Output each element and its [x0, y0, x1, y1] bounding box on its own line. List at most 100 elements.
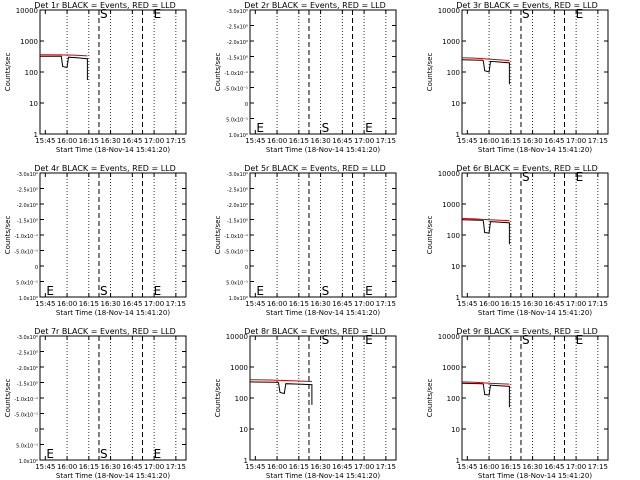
y-tick-label: -3.0x10⁰: [227, 172, 248, 178]
y-tick-label: 10000: [438, 170, 460, 178]
y-tick-label: 0: [245, 265, 248, 271]
marker-s: S: [322, 121, 330, 135]
x-tick-label: 16:45: [544, 463, 564, 471]
x-tick-label: 16:00: [57, 137, 77, 145]
y-tick-label: -1.5x10⁰: [17, 219, 38, 225]
x-tick-label: 17:15: [166, 137, 186, 145]
x-tick-label: 16:15: [289, 463, 309, 471]
x-tick-label: 16:30: [100, 300, 120, 308]
x-tick-label: 17:15: [588, 300, 608, 308]
chart-panel-6: Det 6r BLACK = Events, RED = LLD 1 10 100 10…: [426, 164, 609, 317]
x-tick-label: 16:15: [289, 300, 309, 308]
x-tick-label: 16:45: [122, 137, 142, 145]
series-lld: [461, 218, 510, 222]
plot-frame: [39, 9, 187, 135]
y-tick-label: 1: [34, 131, 38, 139]
y-axis-label: Counts/sec: [214, 53, 222, 92]
series-lld: [249, 379, 312, 382]
x-axis-label: Start Time (18-Nov-14 15:41:20): [56, 309, 170, 317]
y-tick-label: 0: [35, 265, 38, 271]
x-axis-label: Start Time (18-Nov-14 15:41:20): [266, 146, 380, 154]
y-tick-label: -1.5x10⁰: [17, 382, 38, 388]
x-tick-label: 17:00: [354, 300, 374, 308]
y-tick-label: 10: [29, 100, 38, 108]
chart-title: Det 3r BLACK = Events, RED = LLD: [456, 1, 598, 10]
y-tick-label: 0: [245, 102, 248, 108]
marker-e: E: [365, 333, 373, 347]
x-tick-label: 17:00: [566, 300, 586, 308]
marker-s: S: [100, 7, 108, 21]
marker-e: E: [46, 284, 54, 298]
x-tick-label: 16:00: [267, 463, 287, 471]
y-tick-label: 5.0x10⁻¹: [226, 281, 248, 287]
y-tick-label: -1.0x10⁻¹: [224, 71, 248, 77]
x-tick-label: 15:45: [35, 137, 55, 145]
y-tick-label: 0: [35, 428, 38, 434]
series-events: [461, 59, 510, 85]
y-tick-label: 5.0x10⁻¹: [16, 444, 38, 450]
y-tick-label: -2.5x10⁰: [17, 188, 38, 194]
x-tick-label: 15:45: [245, 463, 265, 471]
y-tick-label: 10000: [438, 7, 460, 15]
y-tick-label: -1.0x10⁻¹: [224, 234, 248, 240]
y-axis-label: Counts/sec: [426, 216, 434, 255]
x-tick-label: 15:45: [35, 300, 55, 308]
x-tick-label: 16:30: [522, 300, 542, 308]
x-tick-label: 16:15: [79, 300, 99, 308]
marker-s: S: [100, 284, 108, 298]
y-tick-label: 1000: [442, 38, 460, 46]
y-tick-label: -5.0x10⁻¹: [14, 413, 38, 419]
x-tick-label: 17:00: [354, 463, 374, 471]
x-axis-label: Start Time (18-Nov-14 15:41:20): [478, 146, 592, 154]
x-tick-label: 17:15: [588, 463, 608, 471]
marker-s: S: [522, 7, 530, 21]
y-tick-label: 1.0x10⁰: [229, 133, 248, 139]
x-tick-label: 16:30: [522, 463, 542, 471]
series-events: [461, 219, 510, 245]
x-tick-label: 16:00: [57, 463, 77, 471]
y-tick-label: 100: [25, 69, 38, 77]
plot-frame: [461, 9, 609, 135]
x-tick-label: 16:15: [79, 137, 99, 145]
x-tick-label: 16:15: [501, 300, 521, 308]
y-tick-label: -5.0x10⁻¹: [224, 87, 248, 93]
chart-panel-9: Det 9r BLACK = Events, RED = LLD 1 10 100 10…: [426, 327, 609, 480]
x-tick-label: 16:45: [122, 300, 142, 308]
chart-panel-2: Det 2r BLACK = Events, RED = LLD 1.0x10⁰ 5…: [214, 1, 397, 154]
x-tick-label: 17:00: [144, 300, 164, 308]
chart-panel-7: Det 7r BLACK = Events, RED = LLD 1.0x10⁰ 5…: [4, 327, 187, 480]
y-tick-label: -1.5x10⁰: [227, 219, 248, 225]
x-tick-label: 16:45: [544, 300, 564, 308]
series-lld: [461, 57, 510, 61]
y-tick-label: 1.0x10⁰: [229, 296, 248, 302]
series-lld: [461, 381, 510, 385]
y-tick-label: -5.0x10⁻¹: [14, 250, 38, 256]
chart-title: Det 2r BLACK = Events, RED = LLD: [244, 1, 386, 10]
x-tick-label: 17:00: [144, 463, 164, 471]
x-tick-label: 16:15: [501, 463, 521, 471]
y-tick-label: 1: [456, 131, 460, 139]
y-tick-label: 1.0x10⁰: [19, 459, 38, 465]
x-tick-label: 17:15: [376, 463, 396, 471]
y-tick-label: -1.0x10⁻¹: [14, 397, 38, 403]
x-axis-label: Start Time (18-Nov-14 15:41:20): [56, 146, 170, 154]
y-tick-label: 10: [451, 263, 460, 271]
y-tick-label: 10: [239, 426, 248, 434]
marker-e: E: [576, 7, 584, 21]
y-tick-label: 1: [244, 457, 248, 465]
chart-title: Det 9r BLACK = Events, RED = LLD: [456, 327, 598, 336]
chart-panel-5: Det 5r BLACK = Events, RED = LLD 1.0x10⁰ 5…: [214, 164, 397, 317]
x-tick-label: 15:45: [245, 300, 265, 308]
plot-frame: [461, 335, 609, 461]
marker-e: E: [576, 170, 584, 184]
plot-frame: [249, 172, 397, 298]
plot-frame: [39, 172, 187, 298]
x-axis-label: Start Time (18-Nov-14 15:41:20): [56, 472, 170, 480]
chart-title: Det 1r BLACK = Events, RED = LLD: [34, 1, 176, 10]
x-tick-label: 17:15: [376, 300, 396, 308]
marker-e: E: [256, 284, 264, 298]
y-axis-label: Counts/sec: [214, 216, 222, 255]
plot-frame: [249, 335, 397, 461]
x-tick-label: 16:30: [100, 137, 120, 145]
y-tick-label: 1000: [442, 364, 460, 372]
